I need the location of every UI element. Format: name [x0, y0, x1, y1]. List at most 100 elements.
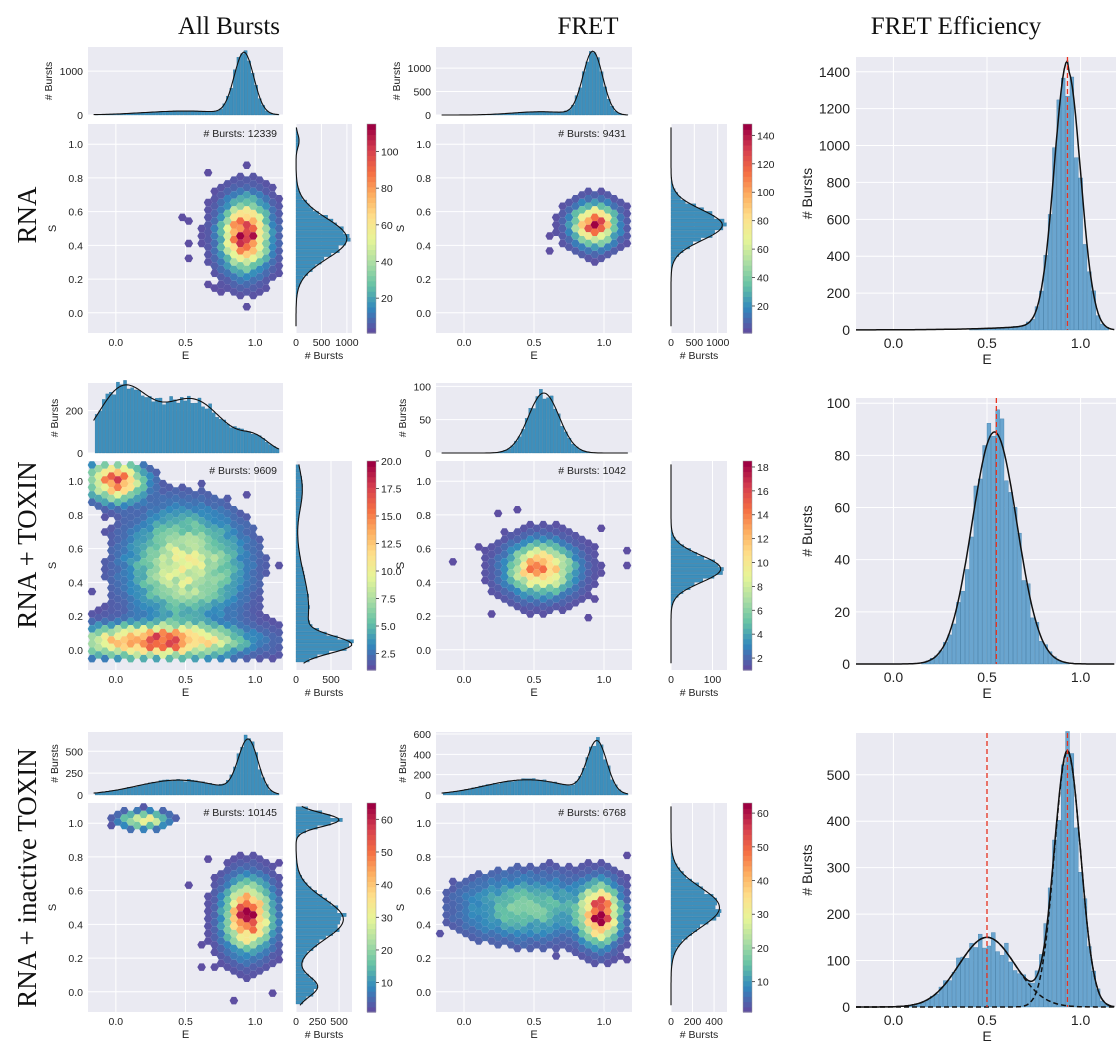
hexbin-cell [480, 888, 490, 897]
hexbin-cell [538, 929, 548, 938]
hexbin-cell [584, 554, 593, 562]
hexbin-cell [203, 280, 213, 289]
hexbin-cell [571, 217, 580, 225]
hexbin-cell [184, 599, 194, 607]
y-tick-label: 40 [834, 552, 850, 568]
hexbin-cell [261, 284, 271, 292]
hexbin-cell [577, 580, 587, 588]
hexbin-cell [229, 198, 239, 207]
hexbin-cell [152, 580, 161, 588]
top-hist-y-tick-label: 0 [77, 110, 83, 122]
hexbin-cell [216, 922, 226, 930]
hexbin-cell [255, 640, 264, 648]
colorbar-segment [743, 622, 752, 629]
hexbin-cell [242, 937, 252, 945]
hexbin-cell [558, 874, 567, 882]
hexbin-cell [216, 602, 226, 611]
hexbin-cell [519, 591, 529, 600]
x-tick-label: 1.0 [597, 674, 612, 686]
y-tick-label: 300 [827, 860, 851, 876]
hexbin-cell [203, 198, 213, 207]
hexbin-cell [197, 606, 206, 614]
hexbin-cell [216, 206, 226, 214]
hexbin-cell [120, 651, 129, 659]
hexbin-cell [268, 236, 277, 244]
hexbin-cell [242, 877, 252, 886]
hexbin-cell [545, 896, 554, 904]
hexbin-cell [538, 543, 548, 551]
side-hist-x-tick-label: 250 [309, 1016, 327, 1028]
hexbin-cell [532, 569, 541, 577]
hexbin-cell [178, 640, 187, 648]
y-axis-label: S [395, 904, 407, 911]
side-hist-bar [295, 639, 354, 644]
hexbin-cell [603, 250, 612, 259]
hexbin-cell [506, 888, 516, 897]
hexbin-cell [216, 520, 226, 529]
colorbar-segment [743, 886, 752, 893]
hexbin-cell [274, 926, 284, 934]
top-hist-bar [190, 110, 195, 116]
hexbin-cell [126, 461, 135, 469]
hexbin-cell [480, 933, 490, 942]
hexbin-cell [229, 617, 239, 626]
hexbin-cell [100, 654, 110, 663]
hexbin-cell [571, 591, 580, 600]
hexbin-cell [500, 892, 509, 901]
hexbin-cell [268, 265, 277, 274]
hexbin-cell [506, 881, 516, 889]
colorbar-segment [367, 581, 376, 587]
colorbar-tick-label: 18 [757, 462, 769, 474]
colorbar-tick-label: 100 [757, 187, 775, 199]
top-hist-bar [144, 397, 149, 454]
hexbin-cell [236, 933, 245, 942]
hexbin-cell [203, 491, 213, 499]
hexbin-cell [590, 892, 600, 901]
x-tick-label: 1.0 [1071, 1012, 1091, 1028]
side-hist-bar [295, 218, 334, 223]
hexbin-cell [500, 550, 509, 559]
hexbin-cell [603, 221, 612, 229]
hexbin-cell [236, 970, 245, 979]
hexbin-cell [564, 535, 574, 544]
hexbin-cell [158, 546, 168, 555]
top-hist-bar [169, 111, 173, 116]
hexbin-cell [210, 606, 219, 614]
hexbin-cell [532, 911, 541, 919]
colorbar-segment [367, 1001, 376, 1008]
hexbin-cell [551, 228, 561, 236]
side-hist-bar [295, 211, 319, 215]
hexbin-cell [500, 870, 509, 878]
hexbin-cell [190, 506, 200, 514]
hexbin-cell [216, 573, 226, 581]
hexbin-cell [158, 576, 168, 585]
colorbar-segment [743, 124, 752, 130]
hexbin-cell [487, 587, 496, 596]
hexbin-cell [571, 941, 580, 949]
side-hist-bar [670, 882, 699, 887]
side-hist-bar [295, 985, 318, 989]
colorbar-segment [743, 881, 752, 888]
side-hist-bar [295, 268, 313, 272]
colorbar-segment [743, 317, 752, 324]
hexbin-cell [184, 576, 194, 585]
hexbin-cell [145, 487, 155, 495]
hexbin-cell [223, 911, 232, 919]
hexbin-cell [448, 915, 458, 923]
hexbin-cell [609, 911, 619, 919]
hexbin-cell [113, 587, 123, 596]
hexbin-cell [216, 937, 226, 945]
hexbin-cell [545, 926, 554, 934]
hexbin-cell [242, 228, 252, 236]
hexbin-cell [216, 565, 226, 573]
top-hist-bar [229, 427, 234, 454]
hexbin-cell [268, 922, 277, 930]
side-hist-bar [295, 582, 306, 587]
y-axis-label: S [47, 904, 59, 911]
hexbin-cell [255, 877, 264, 886]
colorbar-segment [743, 181, 752, 188]
hexbin-cell [532, 584, 541, 592]
hexbin-cell [545, 554, 554, 562]
hexbin-cell [126, 595, 135, 603]
hexbin-cell [152, 558, 161, 566]
